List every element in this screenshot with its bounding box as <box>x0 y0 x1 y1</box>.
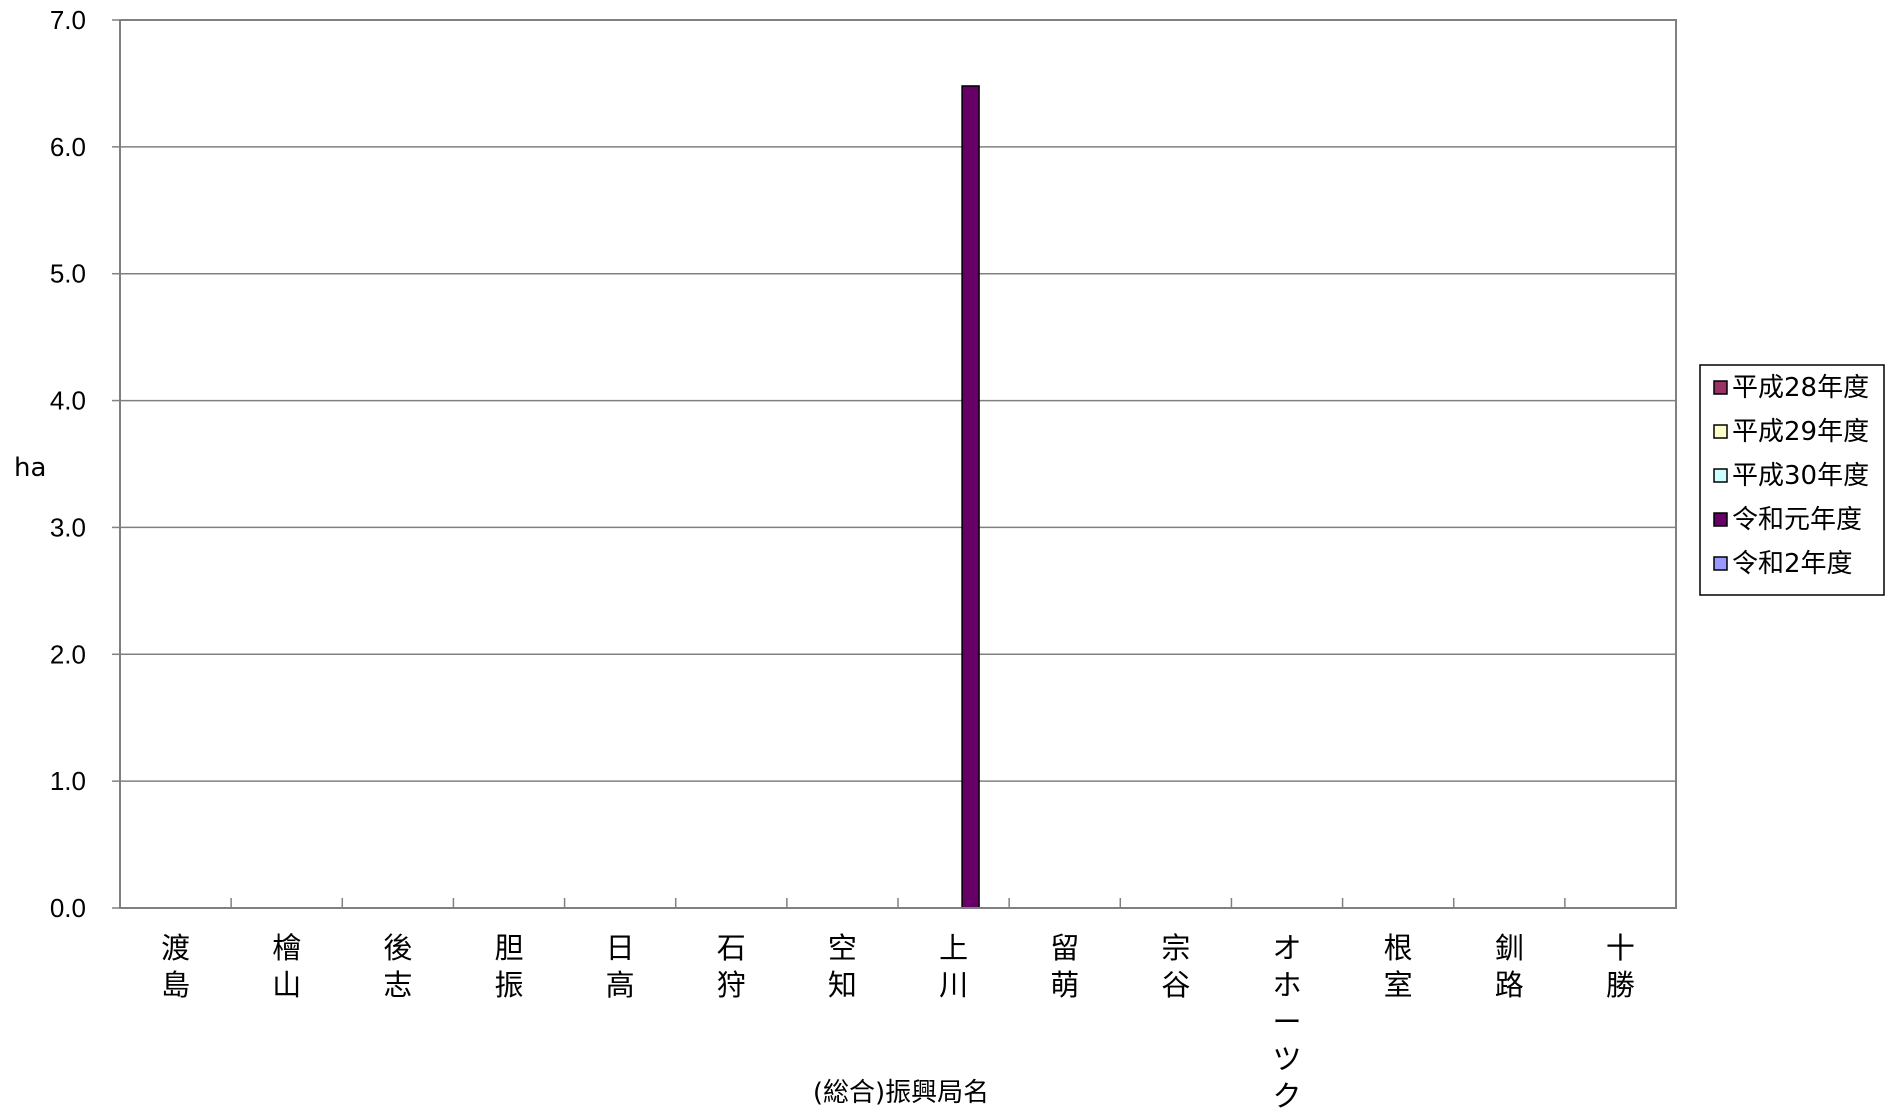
x-category-char: 檜 <box>272 931 301 965</box>
legend-item: 平成29年度 <box>1713 417 1869 447</box>
legend-item: 平成30年度 <box>1713 461 1869 491</box>
legend-swatch <box>1713 380 1728 395</box>
y-tick-label: 2.0 <box>50 639 86 669</box>
y-tick-label: 0.0 <box>50 893 86 923</box>
x-category-char: 渡 <box>161 931 190 965</box>
x-category-char: 根 <box>1384 931 1413 965</box>
x-category-char: 志 <box>383 968 412 1002</box>
axes <box>230 898 1566 908</box>
x-category-char: ホ <box>1272 968 1301 1002</box>
legend-swatch <box>1713 556 1728 571</box>
x-category-char: 後 <box>383 931 412 965</box>
legend-item: 平成28年度 <box>1713 373 1869 403</box>
y-tick-label: 5.0 <box>50 259 86 289</box>
x-category-label: 胆振 <box>494 931 523 1002</box>
x-category-char: 路 <box>1495 968 1524 1002</box>
x-category-char: 胆 <box>494 931 523 965</box>
x-category-char: 宗 <box>1161 931 1190 965</box>
x-category-char: 日 <box>606 931 635 965</box>
y-tick-labels: 0.0 1.0 2.0 3.0 4.0 5.0 6.0 7.0 <box>50 5 86 923</box>
x-category-label: 宗谷 <box>1161 931 1190 1002</box>
x-category-char: 山 <box>272 968 301 1002</box>
legend-label: 平成28年度 <box>1732 373 1869 403</box>
x-category-char: 空 <box>828 931 857 965</box>
x-category-label: 日高 <box>606 931 635 1002</box>
x-category-char: 谷 <box>1161 968 1190 1002</box>
x-category-char: 狩 <box>717 968 746 1002</box>
x-category-char: ー <box>1272 1005 1301 1039</box>
y-tick-label: 3.0 <box>50 512 86 542</box>
x-category-char: 萌 <box>1050 968 1079 1002</box>
x-category-char: 上 <box>939 931 968 965</box>
x-axis-title: (総合)振興局名 <box>813 1078 989 1108</box>
x-category-char: 十 <box>1606 931 1635 965</box>
x-category-label: 根室 <box>1384 931 1413 1002</box>
x-category-label: 空知 <box>828 931 857 1002</box>
legend-frame <box>1699 364 1885 596</box>
x-category-label: 石狩 <box>717 931 746 1002</box>
bars <box>961 85 980 909</box>
x-category-label: 上川 <box>939 931 968 1002</box>
x-category-label: 後志 <box>383 931 412 1002</box>
x-category-char: 釧 <box>1495 931 1524 965</box>
y-tick-label: 4.0 <box>50 386 86 416</box>
x-category-char: 高 <box>606 968 635 1002</box>
x-category-char: 石 <box>717 931 746 965</box>
x-category-char: オ <box>1272 931 1301 965</box>
bar <box>961 85 980 909</box>
x-category-char: 島 <box>161 968 190 1002</box>
x-category-char: 勝 <box>1606 968 1635 1002</box>
legend-swatch <box>1713 468 1728 483</box>
gridlines <box>112 19 1676 909</box>
x-category-char: 振 <box>494 968 523 1002</box>
legend-label: 平成30年度 <box>1732 461 1869 491</box>
legend-item: 令和2年度 <box>1713 549 1853 579</box>
x-category-char: 知 <box>828 968 857 1002</box>
legend-label: 令和元年度 <box>1732 505 1862 535</box>
legend-swatch <box>1713 512 1728 527</box>
legend-label: 令和2年度 <box>1732 549 1853 579</box>
x-category-char: 留 <box>1050 931 1079 965</box>
y-tick-label: 1.0 <box>50 766 86 796</box>
y-axis-title: ha <box>14 453 46 483</box>
legend-item: 令和元年度 <box>1713 505 1862 535</box>
y-tick-label: 7.0 <box>50 5 86 35</box>
legend-label: 平成29年度 <box>1732 417 1869 447</box>
x-category-label: 釧路 <box>1495 931 1524 1002</box>
x-category-label: 留萌 <box>1050 931 1079 1002</box>
x-category-char: ク <box>1272 1079 1301 1109</box>
x-category-label: 檜山 <box>272 931 301 1002</box>
y-tick-label: 6.0 <box>50 132 86 162</box>
x-category-char: 室 <box>1384 968 1413 1002</box>
legend-swatch <box>1713 424 1728 439</box>
x-category-char: 川 <box>939 968 968 1002</box>
x-category-char: ツ <box>1272 1042 1301 1076</box>
x-category-label: 十勝 <box>1606 931 1635 1002</box>
x-category-label: 渡島 <box>161 931 190 1002</box>
